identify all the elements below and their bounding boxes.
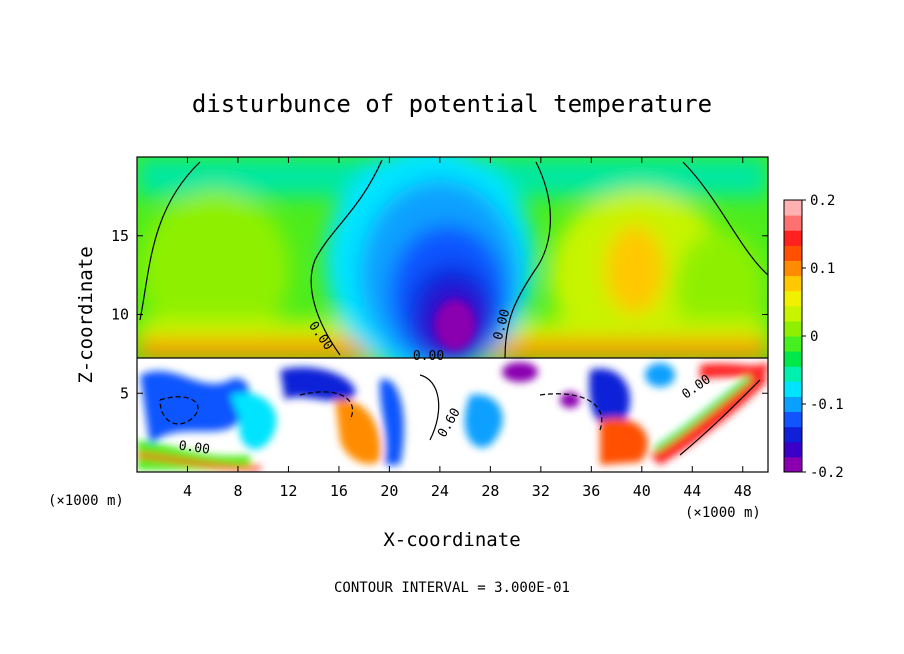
colorbar-tick-label: -0.2 — [810, 465, 844, 481]
x-tick-label: 44 — [683, 482, 701, 500]
colorbar-swatch — [784, 275, 802, 292]
colorbar-swatch — [784, 441, 802, 458]
x-tick-label: 36 — [582, 482, 600, 500]
x-tick-label: 4 — [183, 482, 192, 500]
chart-title: disturbunce of potential temperature — [192, 90, 712, 118]
colorbar-swatch — [784, 456, 802, 473]
colorbar-swatch — [784, 366, 802, 382]
colorbar-swatch — [784, 305, 802, 322]
x-tick-label: 16 — [330, 482, 348, 500]
contour-label: 0.00 — [413, 349, 444, 364]
colorbar: 0.2 0.1 0 -0.1 -0.2 — [783, 193, 844, 481]
colorbar-swatch — [784, 200, 802, 216]
x-unit-left: (×1000 m) — [48, 493, 124, 509]
colorbar-swatch — [784, 396, 802, 413]
colorbar-tick-label: 0 — [810, 329, 818, 345]
x-tick-label: 32 — [532, 482, 550, 500]
x-tick-label: 20 — [380, 482, 398, 500]
x-tick-label: 28 — [481, 482, 499, 500]
x-tick-label: 48 — [734, 482, 752, 500]
colorbar-swatch — [784, 260, 802, 277]
x-tick-label: 40 — [633, 482, 651, 500]
colorbar-swatch — [784, 230, 802, 246]
x-tick-label: 24 — [431, 482, 449, 500]
contour-lines — [137, 159, 768, 456]
x-unit-right: (×1000 m) — [685, 505, 761, 521]
colorbar-swatch — [784, 245, 802, 261]
colorbar-tick-label: 0.1 — [810, 261, 835, 277]
colorbar-swatch — [784, 411, 802, 428]
colorbar-swatch — [784, 336, 802, 352]
x-tick-label: 12 — [279, 482, 297, 500]
colorbar-swatch — [784, 351, 802, 367]
colorbar-tick-label: 0.2 — [810, 193, 835, 209]
contour-label: 0.00 — [178, 438, 211, 457]
y-tick-label: 5 — [120, 384, 129, 402]
colorbar-swatch — [784, 320, 802, 337]
x-axis-label: X-coordinate — [383, 529, 520, 551]
contour-interval-note: CONTOUR INTERVAL = 3.000E-01 — [334, 580, 570, 596]
colorbar-swatch — [784, 290, 802, 307]
colorbar-tick-label: -0.1 — [810, 397, 844, 413]
colorbar-swatch — [784, 215, 802, 231]
x-tick-label: 8 — [233, 482, 242, 500]
heatmap-field — [137, 157, 768, 472]
y-tick-label: 10 — [111, 306, 129, 324]
x-axis: 4 8 12 16 20 24 28 32 36 40 44 48 — [183, 157, 752, 500]
colorbar-swatch — [784, 426, 802, 443]
y-tick-label: 15 — [111, 227, 129, 245]
colorbar-swatch — [784, 381, 802, 397]
y-axis: 5 10 15 — [111, 227, 768, 402]
y-axis-label: Z-coordinate — [75, 246, 97, 383]
